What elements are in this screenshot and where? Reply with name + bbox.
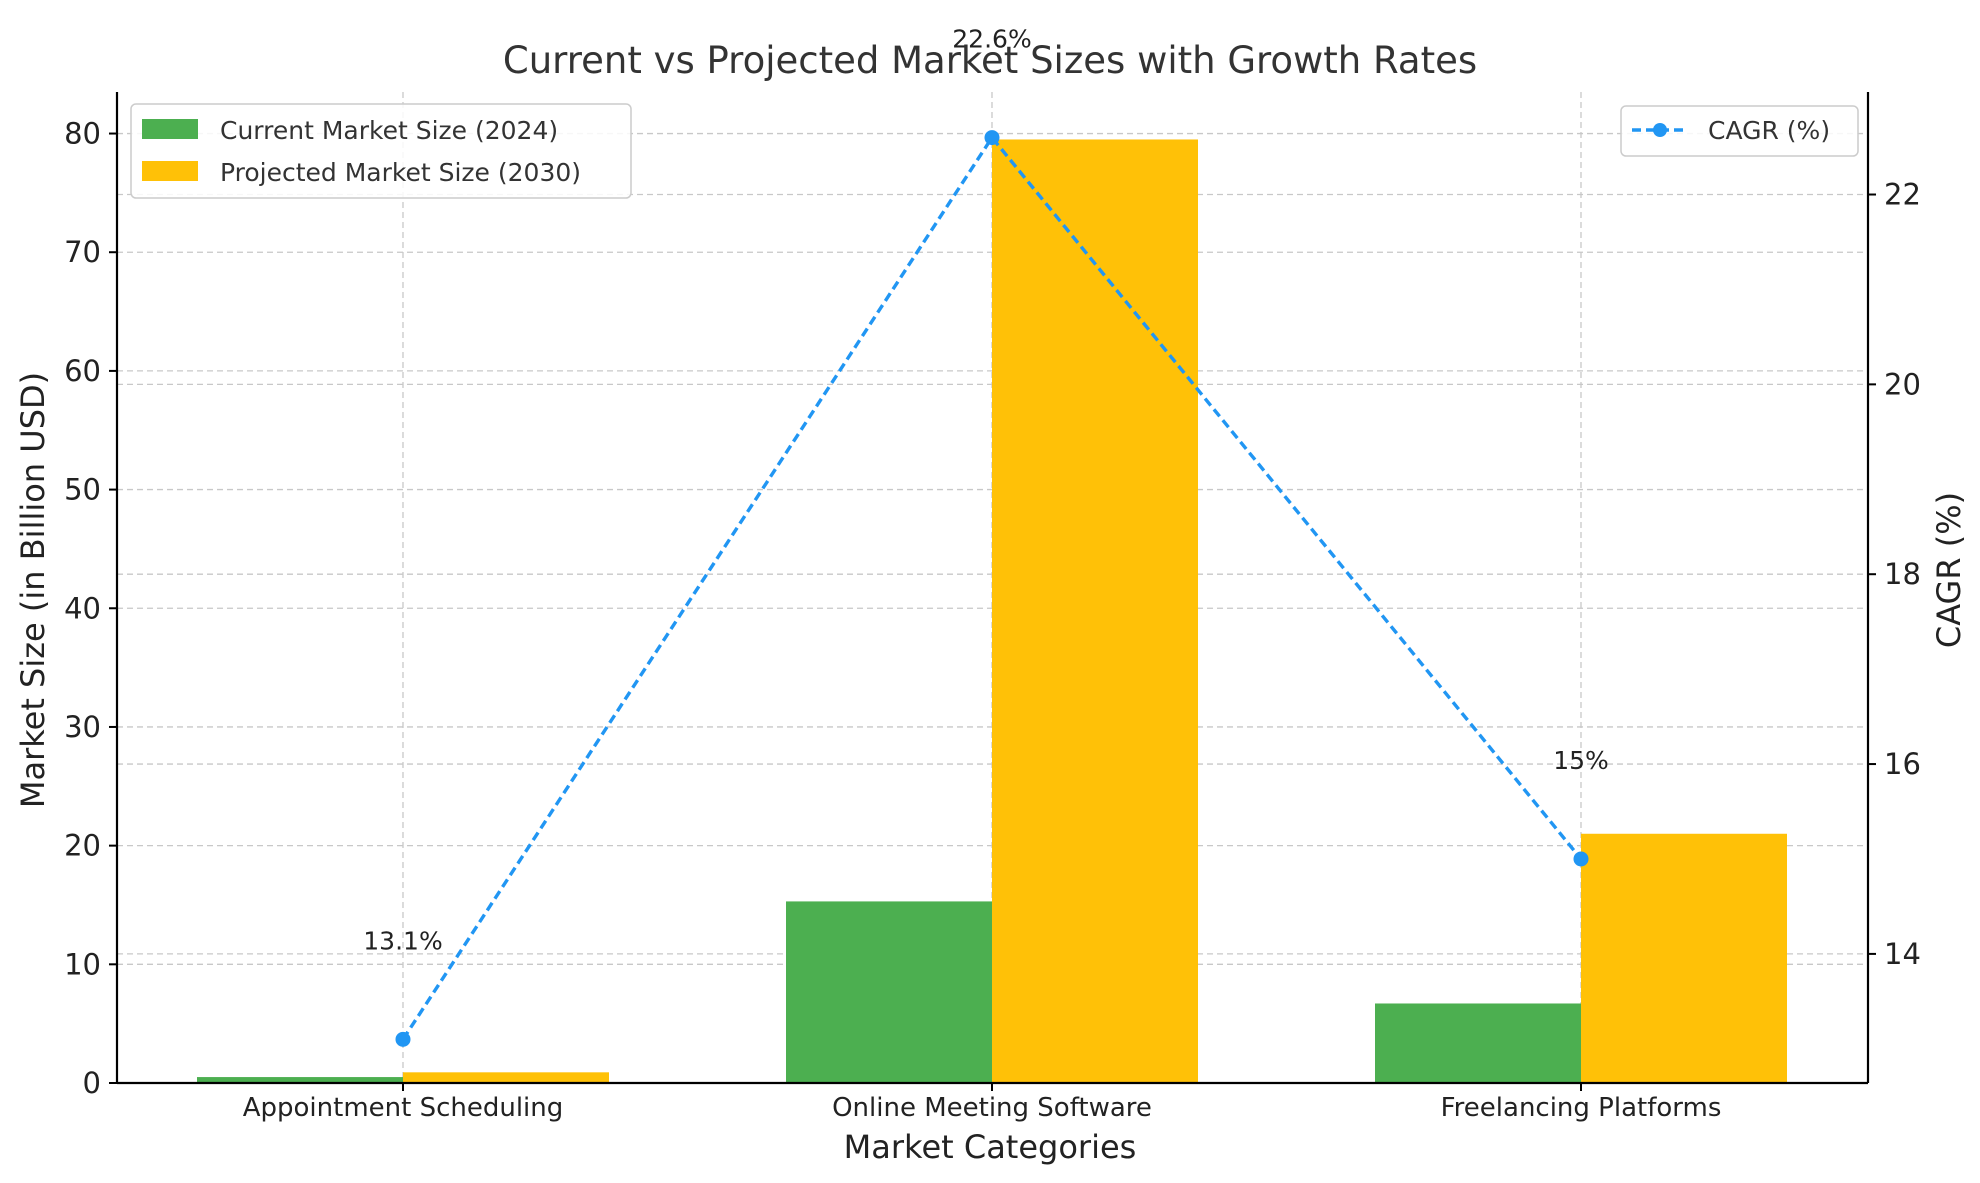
cagr-point [984,130,1000,146]
legend-marker-cagr [1653,123,1667,137]
cagr-point [395,1031,411,1047]
y2-tick-label: 18 [1884,557,1921,591]
x-tick-label: Appointment Scheduling [243,1093,564,1123]
cagr-line: 13.1% 22.6% 15% [363,25,1609,1047]
legend-swatch-current [142,119,198,139]
y-tick-label: 80 [64,117,101,151]
legend-right-frame [1620,105,1859,157]
y2-axis-label: CAGR (%) [1930,492,1968,648]
x-tick-label: Freelancing Platforms [1441,1093,1722,1123]
y-tick-label: 40 [64,591,101,625]
y-tick-label: 60 [64,354,101,388]
bar-current [197,1077,403,1083]
x-tick-label: Online Meeting Software [832,1093,1152,1123]
x-axis-label: Market Categories [844,1128,1137,1166]
y-tick-label: 50 [64,473,101,507]
cagr-data-label: 13.1% [363,926,442,955]
bar-current [1375,1003,1581,1083]
bar-current [786,901,992,1083]
y-axis-label: Market Size (in Billion USD) [14,372,52,808]
y2-tick-label: 16 [1884,747,1921,781]
bars [197,139,1787,1084]
bar-projected [992,139,1198,1084]
y-tick-label: 30 [64,710,101,744]
axes: 0 10 20 30 40 50 60 70 80 14 16 18 20 22 Appointment S… [64,92,1921,1123]
y-tick-label: 10 [64,947,101,981]
legend-left: Current Market Size (2024) Projected Mar… [130,103,632,199]
y-tick-label: 70 [64,235,101,269]
chart-title: Current vs Projected Market Sizes with G… [503,39,1477,82]
y2-tick-label: 20 [1884,367,1921,401]
legend-right: CAGR (%) [1620,105,1859,157]
cagr-polyline [401,134,1583,1041]
cagr-data-label: 22.6% [952,25,1031,54]
bar-projected [1581,833,1787,1083]
legend-label-current: Current Market Size (2024) [220,116,558,145]
bar-projected [403,1072,609,1083]
y2-tick-label: 22 [1884,178,1921,212]
y-tick-label: 20 [64,829,101,863]
y2-tick-label: 14 [1884,937,1921,971]
cagr-data-label: 15% [1553,746,1609,775]
legend-swatch-projected [142,161,198,181]
cagr-point [1573,851,1589,867]
legend-left-frame [130,103,632,199]
y-tick-label: 0 [83,1066,101,1100]
legend-label-cagr: CAGR (%) [1708,116,1830,145]
legend-label-projected: Projected Market Size (2030) [220,158,581,187]
